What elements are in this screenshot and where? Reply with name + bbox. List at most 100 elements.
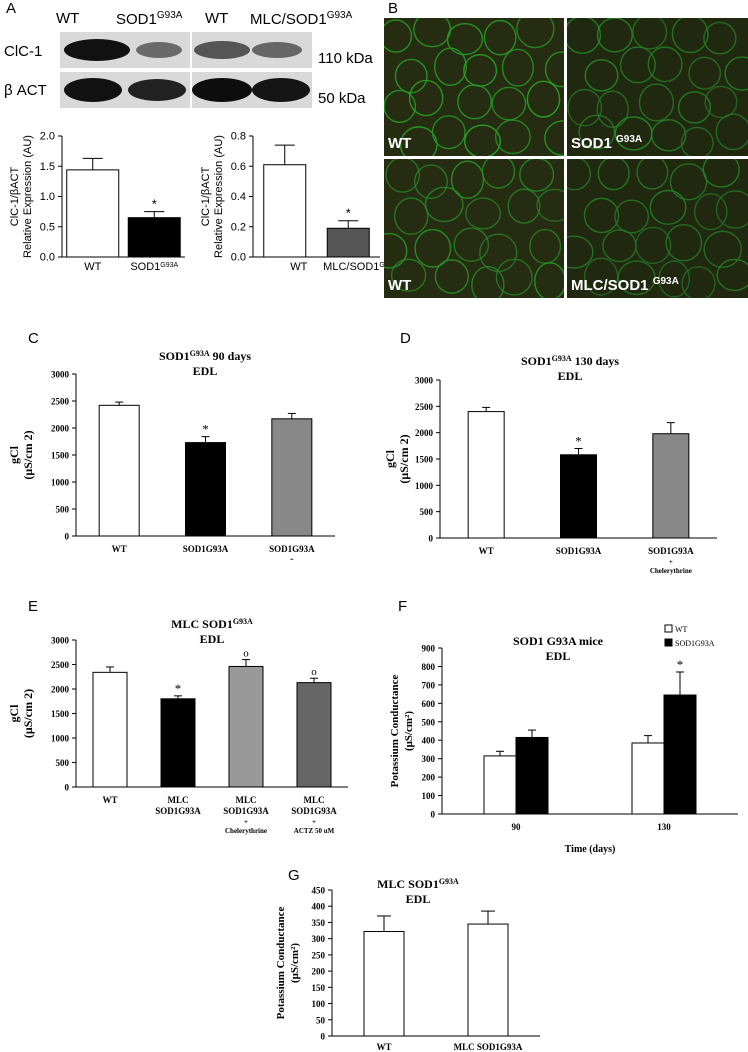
muscle-fiber-outline: [507, 188, 541, 224]
blot-strip-clc1-right: [192, 32, 312, 68]
y-axis-label: ClC-1/βACT: [9, 166, 21, 226]
muscle-fiber-outline: [702, 159, 740, 188]
muscle-fiber-outline: [567, 18, 602, 54]
chart-d: 0 500 1000 1500 2000 2500 3000 WT * SOD1G93A SOD1G…: [383, 354, 717, 575]
chart-title: SOD1 G93A mice: [513, 634, 604, 648]
muscle-fiber-outline: [596, 90, 629, 129]
y-tick-label: 800: [422, 662, 436, 672]
y-axis-label: (μS/cm 2): [21, 689, 35, 738]
y-tick-label: 0: [65, 783, 70, 793]
y-tick-label: 200: [312, 967, 326, 977]
y-tick-label: 2000: [51, 685, 70, 695]
micrograph-label: SOD1 G93A: [571, 134, 643, 152]
blot-strip-bact-right: [192, 72, 312, 108]
panel-letter-a: A: [6, 0, 17, 17]
muscle-fiber-outline: [567, 235, 594, 269]
significance-mark: *: [346, 206, 351, 221]
legend-label: WT: [675, 625, 688, 634]
chart-title: MLC SOD1G93A: [377, 877, 459, 892]
chart-subtitle: EDL: [200, 632, 225, 646]
muscle-fiber-outline: [544, 51, 564, 88]
muscle-fiber-outline: [632, 18, 668, 50]
y-tick-label: 1500: [51, 451, 70, 461]
muscle-fiber-outline: [715, 190, 748, 229]
category-extra-label: +: [312, 818, 316, 826]
bar-wt: [467, 411, 505, 539]
y-tick-label: 0.4: [231, 191, 246, 203]
bar-sod1g93a: [652, 433, 690, 539]
chart-subtitle: EDL: [558, 369, 583, 383]
muscle-fiber-outline: [481, 159, 516, 189]
y-tick-label: 1.0: [40, 191, 55, 203]
chart-f: 0 100 200 300 400 500 600 700 800 900 90 * 130 Time (…: [389, 624, 738, 855]
y-tick-label: 2500: [415, 402, 434, 412]
category-label: WT: [84, 261, 101, 273]
y-tick-label: 500: [420, 507, 434, 517]
muscle-fiber-outline: [597, 159, 630, 191]
panel-letter-f: F: [398, 598, 408, 615]
muscle-fiber-outline: [583, 257, 619, 296]
y-tick-label: 500: [422, 717, 436, 727]
category-label: WT: [376, 1042, 391, 1052]
legend-swatch: [664, 624, 673, 633]
bar-wt: [263, 164, 307, 258]
y-tick-label: 1000: [415, 481, 434, 491]
y-tick-label: 300: [422, 754, 436, 764]
y-axis-label: (μS/cm²): [403, 711, 415, 751]
chart-title: SOD1G93A 130 days: [521, 354, 619, 369]
muscle-fiber-outline: [658, 260, 691, 298]
muscle-fiber-outline: [413, 164, 448, 200]
muscle-fiber-outline: [519, 159, 555, 192]
muscle-fiber-outline: [384, 232, 408, 269]
muscle-fiber-outline: [636, 159, 669, 190]
micrograph-image: [384, 18, 564, 156]
bar-mlc-sod1g93a: [160, 698, 196, 788]
bar-wt: [363, 931, 405, 1037]
category-label: WT: [112, 544, 127, 554]
muscle-fiber-outline: [471, 265, 505, 298]
muscle-fiber-outline: [385, 159, 421, 193]
chart-title: MLC SOD1G93A: [171, 617, 253, 632]
micrograph-image: [384, 159, 564, 298]
muscle-fiber-outline: [716, 258, 748, 292]
y-tick-label: 0.0: [231, 252, 246, 264]
category-label: WT: [102, 795, 117, 805]
category-label: WT: [479, 546, 494, 556]
y-tick-label: 0: [65, 532, 70, 542]
micrograph-mlc-sod1: MLC/SOD1 G93A: [567, 159, 748, 298]
category-label: SOD1G93A: [269, 544, 315, 554]
micrograph-wt-top: WT: [384, 18, 564, 156]
y-tick-label: 1000: [51, 734, 70, 744]
muscle-fiber-outline: [394, 58, 428, 94]
y-tick-label: 350: [312, 918, 326, 928]
panel-letter-d: D: [400, 330, 411, 347]
muscle-fiber-outline: [536, 188, 564, 222]
muscle-fiber-outline: [424, 186, 464, 223]
chart-a-left: 0.0 0.5 1.0 1.5 2.0 WT * SOD1G93A ClC-1/βACT Rela…: [9, 131, 185, 273]
significance-mark: *: [677, 657, 684, 672]
muscle-fiber-outline: [567, 88, 603, 127]
y-tick-label: 1500: [51, 709, 70, 719]
muscle-fiber-outline: [703, 230, 742, 268]
bar-wt: [66, 169, 120, 258]
muscle-fiber-outline: [446, 22, 484, 56]
y-tick-label: 100: [312, 999, 326, 1009]
category-label: SOD1G93A: [556, 546, 602, 556]
bar-mlc-sod1: [326, 227, 370, 258]
significance-mark: o: [243, 648, 249, 660]
micrograph-sod1: SOD1 G93A: [567, 18, 748, 156]
panel-letter-e: E: [28, 598, 39, 615]
category-extra-label: ACTZ 50 uM: [294, 827, 335, 835]
category-label: SOD1G93A: [291, 806, 337, 816]
y-tick-label: 2.0: [40, 131, 55, 143]
y-tick-label: 500: [56, 505, 70, 515]
y-tick-label: 300: [312, 934, 326, 944]
muscle-fiber-outline: [384, 19, 413, 53]
bar-mlc-sod1g93a: [467, 923, 509, 1037]
muscle-fiber-outline: [614, 199, 650, 234]
y-tick-label: 500: [56, 758, 70, 768]
muscle-fiber-outline: [584, 59, 619, 92]
y-axis-label: gCl: [383, 449, 397, 468]
muscle-fiber-outline: [414, 228, 452, 268]
bar-wt: [92, 671, 128, 788]
